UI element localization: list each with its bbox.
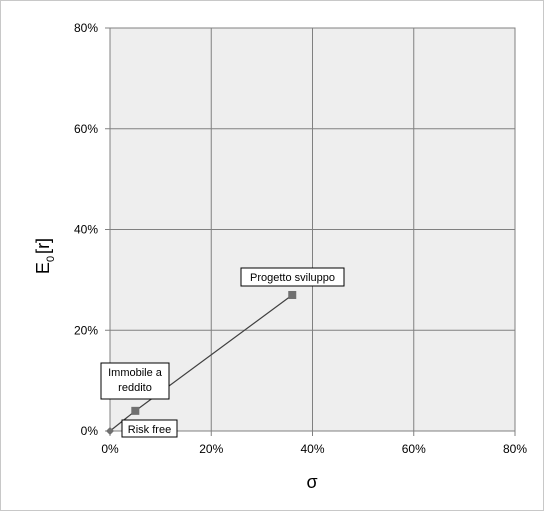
point-label-text: Progetto sviluppo [250,272,335,284]
point-label-box [100,362,170,400]
x-tick-label: 60% [402,442,426,456]
point-label: Risk free [121,419,178,438]
y-axis-title-main: E [33,262,53,274]
point-label-box [121,419,178,438]
point-label-text: reddito [118,382,152,394]
x-axis-title: σ [306,472,317,492]
data-point-marker [106,427,114,435]
y-tick-label: 80% [74,21,98,35]
y-tick-label: 20% [74,323,98,337]
data-point-marker [288,290,297,299]
y-axis-title: E0 [r] [33,238,57,274]
point-label-box [240,267,345,287]
data-series [106,290,297,435]
x-tick-label: 40% [300,442,324,456]
point-labels: Risk free Immobile a reddito Progetto svilu… [100,267,345,438]
point-label-text: Risk free [128,424,171,436]
data-point-marker [131,406,140,415]
y-tick-label: 60% [74,122,98,136]
x-tick-label: 0% [101,442,119,456]
y-axis-title-sub: 0 [45,256,57,262]
point-label-text: Immobile a [108,367,163,379]
y-tick-label: 0% [81,424,99,438]
x-tick-label: 20% [199,442,223,456]
point-label: Immobile a reddito [100,362,170,400]
y-axis-title-suffix: [r] [33,238,53,254]
tick-labels: 0% 20% 40% 60% 80% 0% 20% 40% 60% 80% [74,21,527,456]
y-tick-label: 40% [74,223,98,237]
x-tick-label: 80% [503,442,527,456]
point-label: Progetto sviluppo [240,267,345,287]
